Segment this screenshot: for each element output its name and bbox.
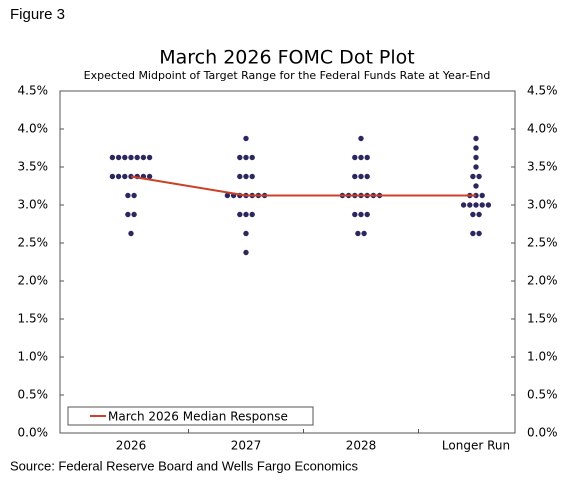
dot: [358, 154, 364, 161]
dot: [470, 230, 476, 237]
dot: [243, 230, 249, 237]
y2-tick-label: 2.0%: [527, 274, 558, 288]
chart-subtitle: Expected Midpoint of Target Range for th…: [84, 69, 491, 82]
dot: [122, 173, 128, 180]
dot: [473, 135, 479, 142]
dot: [473, 183, 479, 189]
dot: [467, 202, 473, 208]
dot: [146, 154, 153, 161]
dot: [352, 173, 358, 180]
dot: [476, 230, 482, 237]
y2-tick-label: 4.5%: [527, 84, 558, 98]
y-tick-label: 0.5%: [18, 388, 49, 402]
dot: [460, 202, 467, 208]
dot: [128, 230, 134, 237]
dot: [473, 145, 479, 151]
y2-tick-label: 1.5%: [527, 312, 558, 326]
y2-tick-label: 0.5%: [527, 388, 558, 402]
dot: [352, 154, 358, 161]
dot: [473, 154, 479, 161]
y-tick-label: 1.5%: [18, 312, 49, 326]
dot: [115, 154, 122, 161]
y2-tick-label: 3.0%: [527, 198, 558, 212]
dot: [237, 173, 243, 180]
dot: [109, 173, 116, 180]
dot: [134, 154, 140, 161]
dot: [243, 249, 249, 256]
y-tick-label: 2.0%: [18, 274, 49, 288]
dot: [470, 173, 476, 180]
dot: [476, 211, 482, 218]
dot: [122, 154, 128, 161]
dot: [109, 154, 116, 161]
x-tick-label: 2027: [231, 439, 262, 453]
legend-box: [67, 406, 314, 426]
dot: [364, 154, 370, 161]
y-tick-label: 0.0%: [18, 426, 49, 440]
dot: [485, 202, 492, 208]
plot-frame: [59, 90, 516, 434]
y-tick-label: 3.0%: [18, 198, 49, 212]
dot: [364, 211, 370, 218]
dot: [115, 173, 122, 180]
y-tick-label: 4.5%: [18, 84, 49, 98]
y2-tick-label: 3.5%: [527, 160, 558, 174]
x-tick-label: 2028: [346, 439, 377, 453]
dot: [361, 230, 367, 237]
source: Source: Federal Reserve Board and Wells …: [10, 458, 359, 473]
dot: [125, 192, 131, 199]
dot: [358, 135, 364, 142]
dot: [237, 154, 243, 161]
dot: [243, 135, 249, 142]
dot: [125, 211, 131, 218]
dot: [364, 173, 370, 180]
y2-tick-label: 1.0%: [527, 350, 558, 364]
dot: [479, 192, 485, 199]
dot: [473, 202, 479, 208]
legend-label: March 2026 Median Response: [108, 410, 288, 424]
dot: [476, 173, 482, 180]
dot: [479, 202, 485, 208]
x-tick-label: Longer Run: [442, 439, 510, 453]
dot: [243, 173, 249, 180]
dot: [249, 154, 255, 161]
dot: [473, 164, 479, 170]
dot: [249, 211, 255, 218]
y-tick-label: 4.0%: [18, 122, 49, 136]
dot: [131, 192, 137, 199]
dot: [243, 211, 249, 218]
dot: [352, 211, 358, 218]
dot: [224, 192, 231, 199]
dot: [140, 154, 147, 161]
dot: [146, 173, 153, 180]
dot: [249, 173, 255, 180]
dot: [355, 230, 361, 237]
y2-tick-label: 4.0%: [527, 122, 558, 136]
dot: [243, 154, 249, 161]
y2-tick-label: 0.0%: [527, 426, 558, 440]
dot: [358, 211, 364, 218]
y-tick-label: 2.5%: [18, 236, 49, 250]
y-tick-label: 1.0%: [18, 350, 49, 364]
dot: [470, 211, 476, 218]
figure-label: Figure 3: [10, 6, 65, 23]
median-line: [130, 175, 476, 197]
dot: [131, 211, 137, 218]
y2-tick-label: 2.5%: [527, 236, 558, 250]
y-tick-label: 3.5%: [18, 160, 49, 174]
dot: [128, 154, 134, 161]
chart-title: March 2026 FOMC Dot Plot: [159, 47, 415, 69]
dot: [358, 173, 364, 180]
dot: [237, 211, 243, 218]
x-tick-label: 2026: [116, 439, 147, 453]
